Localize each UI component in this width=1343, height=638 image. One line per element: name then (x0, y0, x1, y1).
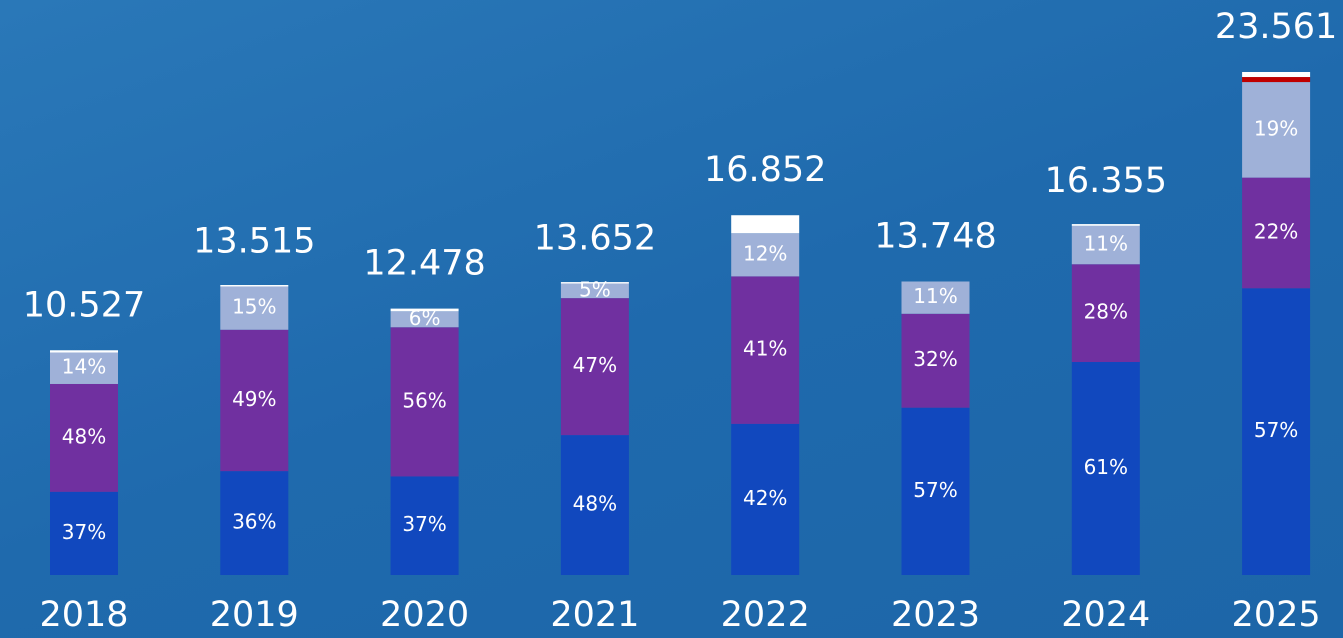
bar-segment (220, 471, 289, 575)
bar-segment (560, 298, 629, 436)
bar-segment (560, 283, 629, 299)
x-tick-label: 2025 (1232, 595, 1321, 635)
bar-segment (50, 491, 118, 575)
bar-segment (390, 327, 459, 477)
segment-label: 28% (1084, 300, 1128, 324)
bar-segment (1071, 362, 1140, 575)
bar-segment (731, 215, 800, 234)
segment-label: 37% (402, 512, 446, 536)
bar-segment (1242, 72, 1311, 78)
segment-label: 14% (62, 355, 106, 379)
bar-segment (560, 282, 629, 284)
segment-label: 22% (1254, 219, 1298, 243)
segment-label: 11% (913, 284, 957, 308)
segment-label: 12% (743, 241, 787, 265)
bar-segment (390, 311, 459, 328)
total-label: 10.527 (23, 285, 145, 325)
total-label: 16.852 (704, 150, 826, 190)
x-tick-label: 2022 (721, 595, 810, 635)
bar-segment (901, 281, 970, 314)
bar-segment (1071, 225, 1140, 265)
bar-segment (1071, 264, 1140, 363)
bar-segment (560, 435, 629, 575)
bar-segment (1242, 288, 1311, 575)
total-label: 16.355 (1045, 161, 1167, 201)
total-label: 23.561 (1215, 7, 1337, 47)
segment-label: 57% (913, 478, 957, 502)
segment-label: 57% (1254, 418, 1298, 442)
bar-segment (220, 285, 289, 287)
segment-label: 19% (1254, 116, 1298, 140)
segment-label: 36% (232, 510, 276, 534)
segment-label: 42% (743, 486, 787, 510)
bar-segment (901, 407, 970, 575)
total-label: 13.748 (874, 216, 996, 256)
bar-segment (1071, 224, 1140, 226)
bar-segment (731, 423, 800, 575)
segment-label: 32% (913, 347, 957, 371)
bar-segment (731, 276, 800, 424)
bar-segment (220, 286, 289, 330)
segment-label: 48% (573, 492, 617, 516)
x-tick-label: 2021 (550, 595, 639, 635)
bar-segment (1242, 77, 1311, 83)
segment-label: 11% (1084, 232, 1128, 256)
x-tick-label: 2024 (1061, 595, 1150, 635)
bar-segment (50, 383, 118, 492)
segment-label: 48% (62, 424, 106, 448)
bar-segment (220, 329, 289, 472)
total-label: 13.515 (193, 221, 315, 261)
total-label: 13.652 (534, 219, 656, 259)
bar-segment (50, 352, 118, 384)
bar-segment (901, 313, 970, 408)
segment-label: 41% (743, 337, 787, 361)
x-tick-label: 2019 (210, 595, 299, 635)
segment-label: 5% (579, 277, 611, 301)
total-label: 12.478 (363, 244, 485, 284)
bar-segment (1242, 177, 1311, 289)
bar-segment (50, 350, 118, 353)
segment-label: 61% (1084, 455, 1128, 479)
x-tick-label: 2018 (39, 595, 128, 635)
segment-label: 15% (232, 295, 276, 319)
x-tick-label: 2020 (380, 595, 469, 635)
bar-segment (731, 233, 800, 277)
segment-label: 56% (402, 388, 446, 412)
segment-label: 49% (232, 387, 276, 411)
segment-label: 37% (62, 520, 106, 544)
bar-segment (390, 476, 459, 575)
segment-label: 47% (573, 353, 617, 377)
x-tick-label: 2023 (891, 595, 980, 635)
bar-segment (390, 308, 459, 312)
bar-segment (1242, 82, 1311, 178)
